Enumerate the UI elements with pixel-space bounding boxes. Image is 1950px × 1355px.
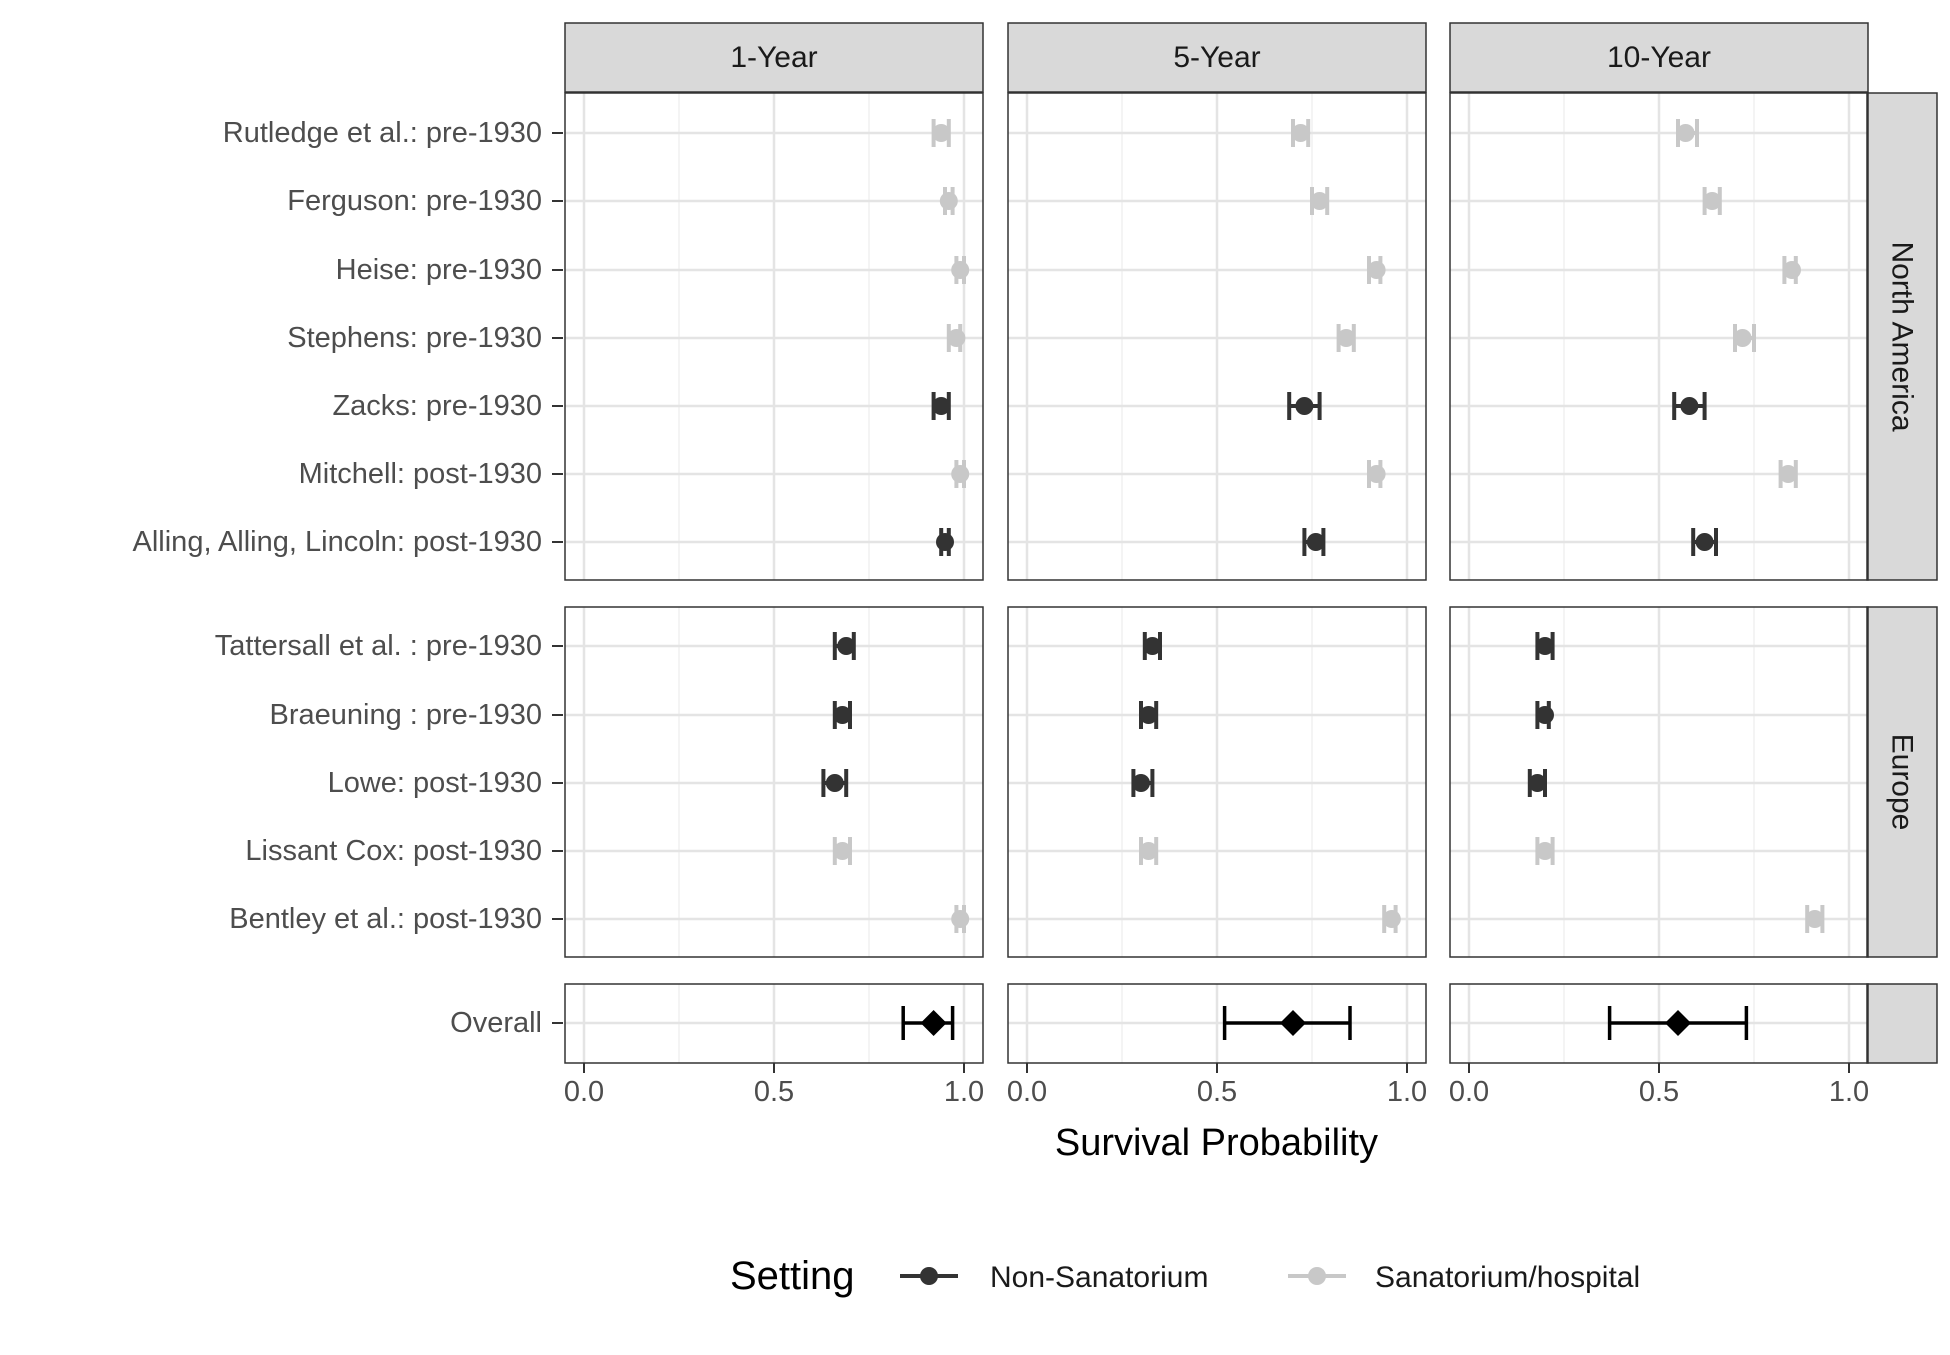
point-estimate [1291,124,1310,142]
point-estimate [951,261,970,279]
point-estimate [1779,465,1798,483]
column-strip [1007,22,1427,93]
point-estimate [1306,533,1325,551]
row-strip [1866,606,1938,958]
point-estimate [1337,329,1356,347]
point-estimate [833,842,852,860]
point-estimate [1676,124,1695,142]
point-estimate [1528,774,1547,792]
point-estimate [825,774,844,792]
column-strip [564,22,984,93]
point-estimate [939,192,958,210]
point-estimate [1310,192,1329,210]
overall-estimate-diamond [920,1010,947,1036]
y-tick-label: Heise: pre-1930 [336,254,542,286]
point-estimate [1382,910,1401,928]
point-estimate [932,397,951,415]
point-estimate [1295,397,1314,415]
y-tick-label: Bentley et al.: post-1930 [229,903,542,935]
point-estimate [1733,329,1752,347]
legend-entry-label: Sanatorium/hospital [1375,1261,1640,1294]
point-estimate [833,706,852,724]
point-estimate [1695,533,1714,551]
y-tick-label: Lowe: post-1930 [328,767,542,799]
legend-key-point [1308,1267,1326,1285]
y-tick-label: Mitchell: post-1930 [299,458,542,490]
legend-entry-label: Non-Sanatorium [990,1261,1208,1294]
y-tick-label: Stephens: pre-1930 [287,322,542,354]
x-tick-label: 1.0 [944,1076,984,1108]
x-tick-label: 0.5 [1639,1076,1679,1108]
point-estimate [1536,637,1554,655]
x-tick-label: 0.0 [1007,1076,1047,1108]
point-estimate [936,533,954,551]
panel-border [1007,606,1427,958]
point-estimate [1143,637,1162,655]
x-tick-label: 0.5 [754,1076,794,1108]
y-tick-label: Braeuning : pre-1930 [270,699,542,731]
row-strip [1866,92,1938,581]
panel-border [1007,92,1427,581]
y-tick-label: Ferguson: pre-1930 [287,185,542,217]
point-estimate [1367,261,1386,279]
legend-title: Setting [730,1254,855,1298]
overall-estimate-diamond [1280,1010,1306,1036]
point-estimate [837,637,856,655]
point-estimate [951,465,970,483]
row-strip-label: Europe [1886,734,1919,831]
panel-border [564,92,984,581]
overall-estimate-diamond [1665,1010,1691,1036]
column-strip-label: 10-Year [1607,41,1711,74]
point-estimate [1139,842,1158,860]
point-estimate [1536,842,1554,860]
point-estimate [951,910,970,928]
x-tick-label: 0.0 [1449,1076,1489,1108]
y-tick-label: Alling, Alling, Lincoln: post-1930 [133,526,542,558]
x-tick-label: 1.0 [1829,1076,1869,1108]
row-strip [1866,983,1938,1064]
point-estimate [1367,465,1386,483]
y-tick-label: Overall [450,1007,542,1039]
y-tick-label: Tattersall et al. : pre-1930 [215,630,542,662]
y-tick-label: Rutledge et al.: pre-1930 [223,117,542,149]
y-tick-label: Zacks: pre-1930 [332,390,542,422]
x-tick-label: 0.0 [564,1076,604,1108]
panel-border [564,606,984,958]
column-strip-label: 5-Year [1173,41,1260,74]
panel-border [1449,606,1869,958]
point-estimate [1132,774,1150,792]
x-axis-title: Survival Probability [1055,1122,1378,1164]
point-estimate [1680,397,1699,415]
point-estimate [932,124,951,142]
x-tick-label: 1.0 [1387,1076,1427,1108]
legend-key-point [920,1267,938,1285]
point-estimate [1703,192,1722,210]
row-strip-label: North America [1886,241,1919,431]
column-strip-label: 1-Year [730,41,817,74]
y-tick-label: Lissant Cox: post-1930 [245,835,542,867]
x-tick-label: 0.5 [1197,1076,1237,1108]
point-estimate [1536,706,1554,724]
point-estimate [1139,706,1158,724]
panel-border [1449,92,1869,581]
point-estimate [1783,261,1801,279]
column-strip [1449,22,1869,93]
point-estimate [1805,910,1824,928]
point-estimate [947,329,966,347]
